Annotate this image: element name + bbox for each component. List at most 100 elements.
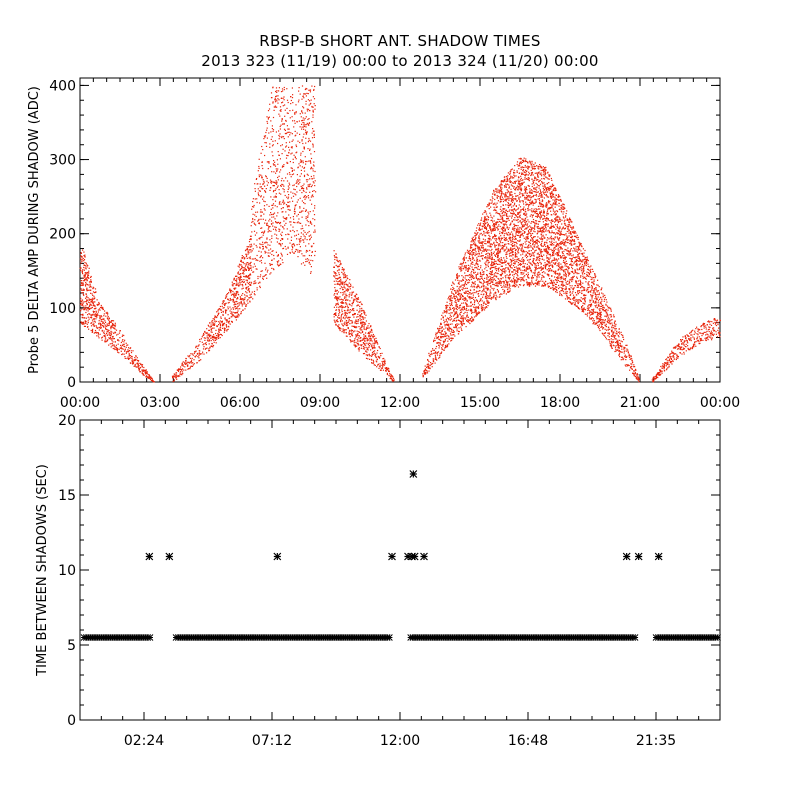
- data-point: [247, 289, 249, 291]
- data-point: [342, 281, 344, 283]
- data-point: [381, 360, 383, 363]
- data-point: [491, 201, 493, 203]
- data-point: [262, 243, 264, 245]
- data-point: [266, 122, 269, 124]
- data-point: [282, 226, 284, 228]
- data-point: [268, 230, 270, 232]
- data-point: [497, 268, 499, 271]
- data-point: [230, 289, 233, 292]
- data-point: [336, 300, 339, 302]
- data-point: [212, 345, 214, 347]
- data-point: [482, 296, 484, 298]
- data-point: [489, 283, 491, 285]
- data-point: [89, 308, 91, 310]
- data-point: [470, 289, 472, 291]
- data-point: [367, 333, 370, 335]
- data-point: [84, 301, 86, 303]
- data-point: [259, 237, 261, 239]
- data-point: [81, 305, 83, 307]
- data-point: [371, 348, 374, 350]
- data-point: [482, 244, 484, 246]
- data-point: [203, 343, 205, 345]
- data-point: [364, 340, 366, 342]
- data-point: [282, 136, 285, 138]
- data-point: [103, 330, 105, 332]
- data-point: [282, 199, 284, 201]
- data-point: [106, 329, 108, 331]
- data-point: [269, 239, 271, 241]
- data-point: [274, 161, 276, 163]
- data-point: [263, 231, 265, 233]
- data-point: [288, 128, 290, 130]
- data-point: [153, 381, 155, 383]
- data-point: [485, 248, 487, 250]
- data-point: [339, 276, 341, 278]
- data-point: [254, 198, 256, 200]
- data-point: [374, 364, 376, 366]
- data-point: [497, 244, 499, 246]
- data-point: [355, 327, 357, 329]
- data-point: [274, 101, 277, 103]
- data-point: [243, 281, 245, 283]
- data-point: [341, 307, 343, 309]
- data-point: [358, 331, 360, 333]
- data-point: [482, 306, 484, 309]
- data-point: [238, 314, 240, 316]
- data-point: [222, 313, 224, 316]
- data-point: [101, 318, 103, 321]
- data-point: [342, 292, 344, 294]
- data-point: [287, 198, 289, 200]
- data-point: [351, 297, 353, 299]
- data-point: [221, 305, 223, 307]
- data-point: [265, 188, 267, 190]
- data-point: [341, 320, 343, 322]
- data-point: [301, 253, 303, 255]
- data-point: [116, 348, 119, 350]
- data-point: [287, 155, 289, 157]
- data-point: [497, 229, 499, 231]
- data-point: [432, 358, 434, 360]
- data-point: [291, 116, 293, 118]
- data-point: [373, 352, 375, 354]
- data-point: [477, 272, 479, 274]
- data-point: [292, 120, 294, 122]
- data-point: [492, 229, 494, 231]
- data-point: [488, 204, 490, 206]
- data-point: [479, 247, 481, 249]
- data-point: [468, 297, 470, 299]
- data-point: [270, 182, 272, 184]
- data-point: [450, 312, 452, 314]
- data-point: [484, 220, 486, 222]
- data-point: [85, 322, 87, 324]
- data-point: [437, 336, 439, 339]
- data-point: [87, 320, 89, 322]
- data-point: [99, 317, 101, 319]
- data-point: [240, 276, 242, 278]
- data-point: [476, 257, 478, 259]
- data-point: [235, 275, 237, 277]
- data-point: [84, 320, 86, 322]
- data-point: [346, 295, 348, 297]
- data-point: [446, 346, 448, 348]
- data-point: [448, 323, 450, 325]
- data-point: [384, 361, 386, 363]
- data-point: [260, 251, 262, 253]
- data-point: [491, 277, 493, 279]
- data-point: [233, 294, 235, 296]
- data-point: [338, 265, 340, 267]
- data-point: [302, 136, 304, 138]
- data-point: [191, 357, 193, 359]
- data-point: [129, 355, 131, 357]
- data-point: [361, 344, 363, 346]
- data-point: [217, 334, 220, 336]
- data-point: [212, 336, 214, 338]
- data-point: [127, 344, 129, 346]
- data-point: [240, 260, 242, 262]
- data-point: [363, 335, 365, 337]
- data-point: [107, 316, 109, 318]
- data-point: [356, 339, 358, 341]
- data-point: [110, 328, 112, 330]
- data-point: [369, 340, 371, 342]
- data-point: [365, 344, 367, 346]
- data-point: [286, 154, 288, 156]
